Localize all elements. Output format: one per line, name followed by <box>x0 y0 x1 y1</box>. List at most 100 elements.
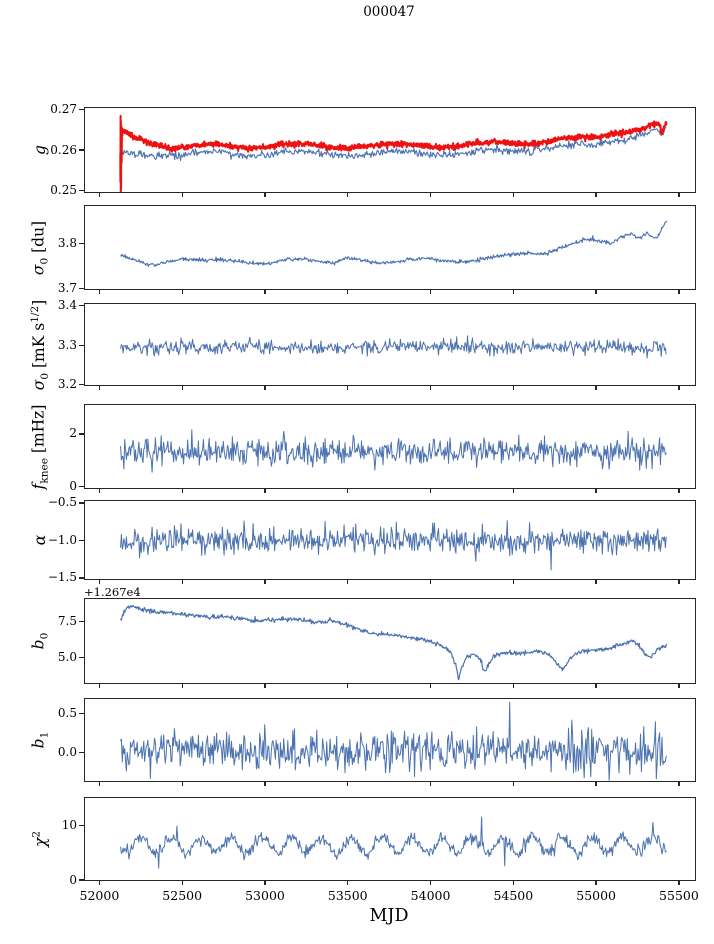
x-tick-mark <box>512 579 514 584</box>
x-tick-mark <box>678 683 680 688</box>
x-axis-label: MJD <box>369 906 409 926</box>
x-tick-mark <box>512 385 514 390</box>
x-tick-mark <box>678 880 680 885</box>
label-part: χ <box>31 837 50 848</box>
x-tick-mark <box>264 289 266 294</box>
x-tick-mark <box>512 683 514 688</box>
label-part: [mHz] <box>29 404 48 458</box>
y-tick-mark <box>78 486 84 488</box>
plot-area-sigma0_mK <box>120 335 667 359</box>
plot-area-alpha <box>120 520 667 571</box>
plot-area-f_knee <box>120 429 667 473</box>
x-tick-mark <box>181 683 183 688</box>
label-part: knee <box>38 457 51 484</box>
y-tick-mark <box>78 108 84 110</box>
y-tick-label: 0.0 <box>57 744 77 759</box>
panel-f_knee: 0 2 fknee [mHz] <box>29 404 696 493</box>
x-tick-mark <box>264 488 266 493</box>
panel-sigma0_mK: 3.2 3.3 3.4 σ0 [mK s1/2] <box>29 298 696 391</box>
y-tick-label: 10 <box>61 818 77 833</box>
x-tick-mark <box>181 488 183 493</box>
x-tick-mark <box>264 880 266 885</box>
x-tick-mark <box>98 781 101 786</box>
x-tick-mark <box>98 385 101 390</box>
panel-b1: 0.0 0.5 b1 <box>29 698 696 786</box>
x-tick-mark <box>595 579 597 584</box>
y-tick-label: 0.25 <box>50 183 77 198</box>
y-tick-label: 3.7 <box>57 281 77 296</box>
x-tick-mark <box>429 192 432 197</box>
x-tick-mark <box>512 488 514 493</box>
x-tick-mark <box>595 385 597 390</box>
y-axis-label-b1: b1 <box>29 732 50 749</box>
y-tick-label: 0 <box>69 872 77 887</box>
label-part: [mK s <box>30 322 49 373</box>
x-tick-mark <box>429 781 432 786</box>
x-tick-mark <box>512 192 514 197</box>
y-tick-label: 3.8 <box>57 235 77 250</box>
label-part: [du] <box>29 220 48 258</box>
x-tick-mark <box>678 488 680 493</box>
x-tick-mark <box>678 385 680 390</box>
x-tick-mark <box>264 192 266 197</box>
y-tick-mark <box>78 242 84 245</box>
plot-area-b0 <box>119 604 668 681</box>
series-g-cal <box>121 120 668 153</box>
x-tick-mark <box>347 385 349 390</box>
series-alpha <box>120 520 667 571</box>
x-tick-mark <box>98 880 101 885</box>
y-tick-label: 3.3 <box>57 337 77 352</box>
y-tick-mark <box>78 433 84 435</box>
plot-area-sigma0_du <box>120 220 667 268</box>
x-tick-mark <box>678 781 680 786</box>
x-tick-mark <box>98 289 101 294</box>
x-tick-mark <box>429 488 432 493</box>
x-tick-mark <box>595 488 597 493</box>
x-tick-mark <box>429 579 432 584</box>
x-tick-mark <box>678 579 680 584</box>
y-tick-label: 0.27 <box>50 101 77 116</box>
plot-area-chi2 <box>120 816 667 869</box>
label-part: α <box>31 534 49 546</box>
x-tick-mark <box>512 781 514 786</box>
x-tick-label: 53000 <box>245 888 285 903</box>
y-tick-label: −0.5 <box>47 495 77 510</box>
plot-area-g <box>119 114 668 192</box>
x-tick-mark <box>429 289 432 294</box>
series-fknee <box>120 429 667 473</box>
series-chi2 <box>120 816 667 869</box>
x-tick-mark <box>347 289 349 294</box>
y-tick-mark <box>78 344 84 346</box>
y-axis-label-b0: b0 <box>29 633 50 650</box>
series-sigma0-du <box>120 220 667 268</box>
x-tick-mark <box>264 579 266 584</box>
plot-area-b1 <box>120 701 667 781</box>
y-tick-mark <box>78 305 84 307</box>
x-tick-mark <box>264 781 266 786</box>
y-tick-label: 2 <box>69 426 77 441</box>
y-tick-label: 0.26 <box>50 142 77 157</box>
y-tick-mark <box>78 620 84 622</box>
y-tick-mark <box>78 287 84 290</box>
y-tick-label: 0.5 <box>57 706 77 721</box>
y-tick-mark <box>78 657 84 659</box>
series-b1 <box>120 701 667 781</box>
panel-chi2: 0 10 52000 52500 53000 53500 54000 54500 55000 55… <box>30 797 699 903</box>
y-axis-label-chi2: χ2 <box>30 831 49 847</box>
x-tick-mark <box>98 488 101 493</box>
y-axis-label-sigma0_mK: σ0 [mK s1/2] <box>29 299 51 389</box>
x-tick-mark <box>347 781 349 786</box>
label-part: 2 <box>30 830 43 838</box>
label-part: 0 <box>38 632 51 640</box>
y-tick-mark <box>78 149 84 151</box>
y-axis-label-sigma0_du: σ0 [du] <box>29 220 50 274</box>
y-tick-label: −1.5 <box>47 570 77 585</box>
y-offset-text: +1.267e4 <box>84 585 141 599</box>
y-tick-mark <box>78 384 84 386</box>
y-axis-label-f_knee: fknee [mHz] <box>29 404 50 489</box>
panel-sigma0_du: 3.7 3.8 σ0 [du] <box>29 205 696 295</box>
x-tick-mark <box>429 683 432 688</box>
x-tick-mark <box>429 880 432 885</box>
series-g-uncal <box>122 126 667 161</box>
